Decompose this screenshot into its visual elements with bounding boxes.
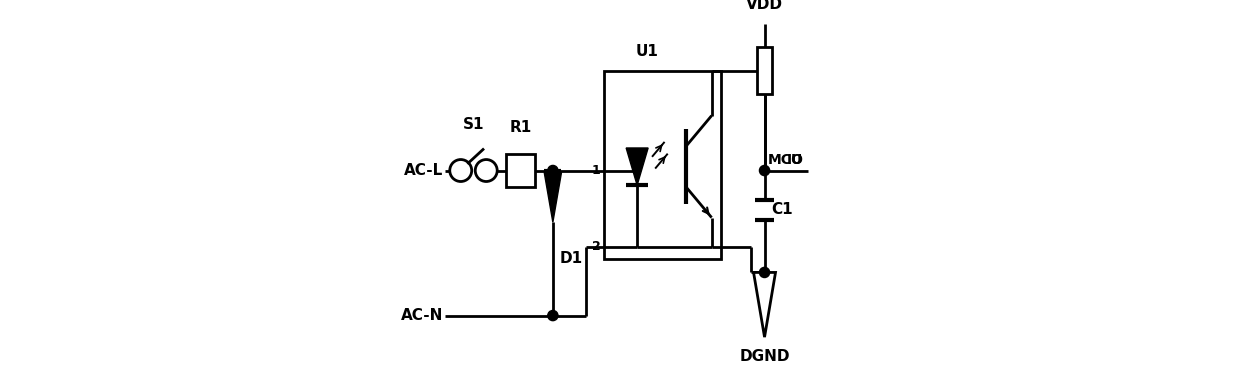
- Polygon shape: [753, 272, 776, 337]
- Circle shape: [760, 267, 769, 278]
- Text: 2: 2: [592, 240, 601, 254]
- Text: C1: C1: [772, 202, 793, 217]
- Circle shape: [760, 165, 769, 176]
- Bar: [506, 154, 535, 187]
- Text: MCU: MCU: [768, 152, 803, 167]
- Text: AC-N: AC-N: [400, 308, 444, 323]
- Circle shape: [548, 310, 558, 321]
- Text: U1: U1: [636, 44, 658, 59]
- Bar: [757, 47, 772, 94]
- Text: S1: S1: [462, 117, 484, 132]
- Polygon shape: [626, 148, 648, 185]
- Text: R1: R1: [509, 120, 532, 135]
- Text: IO: IO: [787, 152, 804, 167]
- Bar: [603, 71, 721, 259]
- Text: VDD: VDD: [746, 0, 783, 12]
- Text: 1: 1: [592, 164, 601, 177]
- Text: D1: D1: [560, 251, 584, 266]
- Polygon shape: [544, 172, 561, 222]
- Text: AC-L: AC-L: [404, 163, 444, 178]
- Circle shape: [548, 165, 558, 176]
- Text: DGND: DGND: [740, 349, 789, 364]
